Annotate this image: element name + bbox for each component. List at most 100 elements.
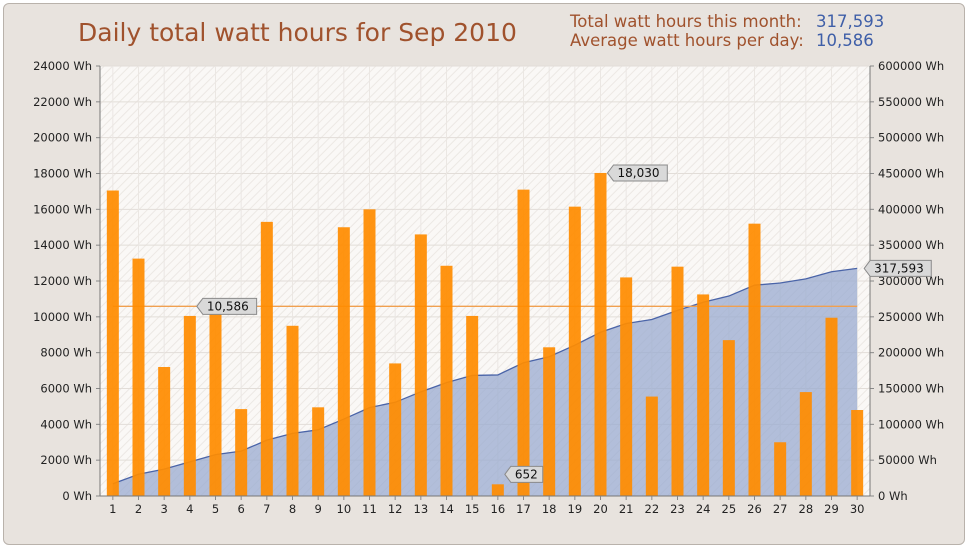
x-tick-label: 7 bbox=[263, 502, 270, 516]
right-tick-label: 400000 Wh bbox=[878, 202, 944, 216]
bar-day-10 bbox=[337, 227, 350, 496]
x-tick-label: 24 bbox=[696, 502, 711, 516]
callout-10586: 10,586 bbox=[196, 297, 258, 315]
left-tick-label: 6000 Wh bbox=[40, 382, 92, 396]
left-tick-label: 10000 Wh bbox=[33, 310, 92, 324]
right-tick-label: 50000 Wh bbox=[878, 453, 937, 467]
callout-box bbox=[863, 259, 932, 277]
bar-day-17 bbox=[517, 189, 530, 496]
x-tick-label: 5 bbox=[212, 502, 219, 516]
right-tick-label: 500000 Wh bbox=[878, 131, 944, 145]
x-tick-label: 2 bbox=[135, 502, 142, 516]
callout-label: 652 bbox=[515, 467, 538, 481]
right-tick-label: 300000 Wh bbox=[878, 274, 944, 288]
left-tick-label: 20000 Wh bbox=[33, 131, 92, 145]
bar-day-27 bbox=[774, 442, 787, 496]
x-tick-label: 10 bbox=[337, 502, 352, 516]
x-tick-label: 22 bbox=[645, 502, 660, 516]
left-tick-label: 8000 Wh bbox=[40, 346, 92, 360]
left-tick-label: 18000 Wh bbox=[33, 167, 92, 181]
x-tick-label: 8 bbox=[289, 502, 296, 516]
left-tick-label: 12000 Wh bbox=[33, 274, 92, 288]
callout-box bbox=[504, 465, 544, 483]
bar-day-15 bbox=[466, 315, 479, 496]
x-tick-label: 28 bbox=[799, 502, 814, 516]
left-tick-label: 14000 Wh bbox=[33, 238, 92, 252]
callout-18030: 18,030 bbox=[606, 164, 668, 182]
bar-day-7 bbox=[260, 221, 273, 496]
callout-box bbox=[196, 297, 258, 315]
x-tick-label: 4 bbox=[186, 502, 193, 516]
x-tick-label: 1 bbox=[109, 502, 116, 516]
right-tick-label: 350000 Wh bbox=[878, 238, 944, 252]
right-tick-label: 600000 Wh bbox=[878, 59, 944, 73]
right-tick-label: 450000 Wh bbox=[878, 167, 944, 181]
right-tick-label: 550000 Wh bbox=[878, 95, 944, 109]
x-tick-label: 9 bbox=[315, 502, 322, 516]
left-tick-label: 24000 Wh bbox=[33, 59, 92, 73]
right-tick-label: 250000 Wh bbox=[878, 310, 944, 324]
bar-day-2 bbox=[132, 258, 145, 496]
bar-day-24 bbox=[697, 294, 710, 496]
callout-652: 652 bbox=[504, 465, 544, 483]
x-tick-label: 11 bbox=[362, 502, 377, 516]
bar-day-20 bbox=[594, 172, 607, 496]
chart-title: Daily total watt hours for Sep 2010 bbox=[78, 18, 517, 47]
callout-box bbox=[606, 164, 668, 182]
total-watt-hours-label: Total watt hours this month: bbox=[570, 12, 802, 31]
right-tick-label: 100000 Wh bbox=[878, 417, 944, 431]
stats-values: 317,593 10,586 bbox=[816, 12, 884, 50]
left-tick-label: 0 Wh bbox=[62, 489, 92, 503]
x-tick-label: 13 bbox=[414, 502, 429, 516]
left-tick-label: 2000 Wh bbox=[40, 453, 92, 467]
bar-day-3 bbox=[158, 367, 171, 496]
x-tick-label: 21 bbox=[619, 502, 634, 516]
right-tick-label: 200000 Wh bbox=[878, 346, 944, 360]
cumulative-area bbox=[112, 268, 858, 496]
bar-day-5 bbox=[209, 313, 222, 496]
bar-day-6 bbox=[235, 409, 248, 496]
right-tick-label: 150000 Wh bbox=[878, 382, 944, 396]
total-watt-hours-value: 317,593 bbox=[816, 12, 885, 31]
x-tick-label: 16 bbox=[491, 502, 506, 516]
x-tick-label: 19 bbox=[568, 502, 583, 516]
bar-day-28 bbox=[799, 392, 812, 496]
bar-day-12 bbox=[389, 363, 402, 496]
left-tick-label: 16000 Wh bbox=[33, 202, 92, 216]
left-tick-label: 22000 Wh bbox=[33, 95, 92, 109]
callout-317593: 317,593 bbox=[863, 259, 932, 277]
bar-day-14 bbox=[440, 265, 453, 496]
bar-day-23 bbox=[671, 266, 684, 496]
callout-label: 10,586 bbox=[207, 299, 249, 313]
x-tick-label: 20 bbox=[593, 502, 608, 516]
x-tick-label: 12 bbox=[388, 502, 403, 516]
x-tick-label: 25 bbox=[722, 502, 737, 516]
bar-day-13 bbox=[414, 234, 427, 496]
bar-day-25 bbox=[722, 340, 735, 496]
bar-day-8 bbox=[286, 325, 299, 496]
bar-day-18 bbox=[543, 347, 556, 496]
bar-day-21 bbox=[620, 277, 633, 496]
bar-day-26 bbox=[748, 223, 761, 496]
x-tick-label: 30 bbox=[850, 502, 865, 516]
x-tick-label: 3 bbox=[161, 502, 168, 516]
callout-label: 317,593 bbox=[874, 261, 924, 275]
x-tick-label: 6 bbox=[238, 502, 245, 516]
bar-day-1 bbox=[106, 190, 119, 497]
left-tick-label: 4000 Wh bbox=[40, 417, 92, 431]
right-tick-label: 0 Wh bbox=[878, 489, 908, 503]
x-tick-label: 29 bbox=[824, 502, 839, 516]
x-tick-label: 27 bbox=[773, 502, 788, 516]
bar-day-19 bbox=[568, 206, 581, 497]
bar-day-29 bbox=[825, 317, 838, 496]
x-tick-label: 14 bbox=[439, 502, 454, 516]
average-watt-hours-value: 10,586 bbox=[816, 31, 874, 50]
bar-day-4 bbox=[183, 315, 196, 496]
bar-day-30 bbox=[851, 410, 864, 496]
bar-day-16 bbox=[491, 484, 504, 496]
x-tick-label: 18 bbox=[542, 502, 557, 516]
average-watt-hours-label: Average watt hours per day: bbox=[570, 31, 804, 50]
x-tick-label: 17 bbox=[516, 502, 531, 516]
stats-labels: Total watt hours this month: Average wat… bbox=[570, 12, 804, 50]
